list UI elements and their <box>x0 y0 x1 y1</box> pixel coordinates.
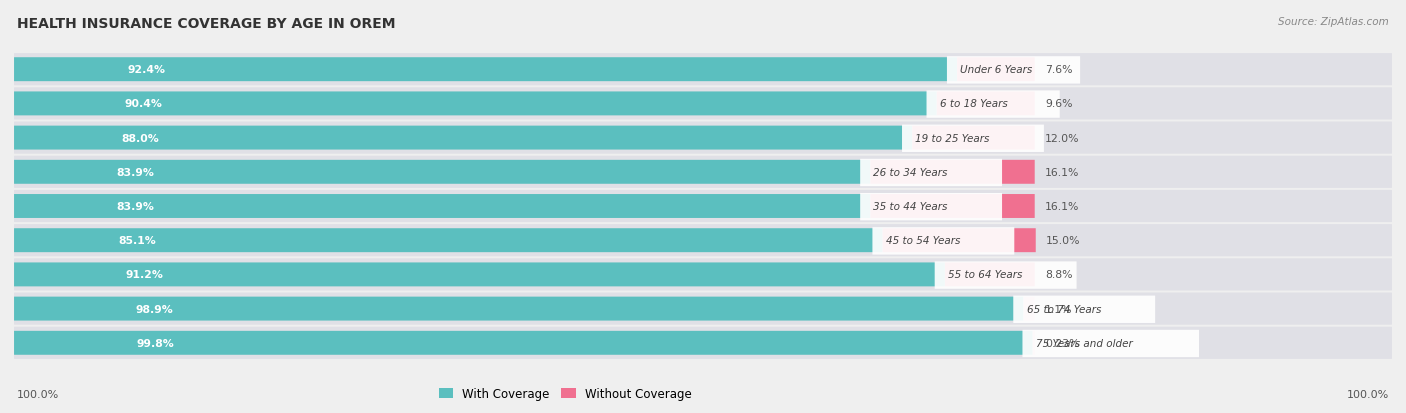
Text: 88.0%: 88.0% <box>122 133 160 143</box>
FancyBboxPatch shape <box>14 263 945 287</box>
FancyBboxPatch shape <box>14 54 1392 86</box>
FancyBboxPatch shape <box>945 263 1035 287</box>
FancyBboxPatch shape <box>1032 331 1035 355</box>
Text: 35 to 44 Years: 35 to 44 Years <box>873 202 948 211</box>
Text: 90.4%: 90.4% <box>125 99 163 109</box>
FancyBboxPatch shape <box>14 225 1392 256</box>
Text: 45 to 54 Years: 45 to 54 Years <box>886 236 960 246</box>
Text: 16.1%: 16.1% <box>1045 167 1080 177</box>
FancyBboxPatch shape <box>14 88 1392 120</box>
FancyBboxPatch shape <box>1022 330 1199 357</box>
FancyBboxPatch shape <box>14 122 1392 154</box>
Text: 19 to 25 Years: 19 to 25 Years <box>915 133 990 143</box>
FancyBboxPatch shape <box>936 92 1035 116</box>
FancyBboxPatch shape <box>14 327 1392 359</box>
FancyBboxPatch shape <box>1024 297 1035 321</box>
FancyBboxPatch shape <box>927 91 1060 119</box>
Text: 83.9%: 83.9% <box>117 202 155 211</box>
FancyBboxPatch shape <box>14 195 870 218</box>
Text: Source: ZipAtlas.com: Source: ZipAtlas.com <box>1278 17 1389 26</box>
FancyBboxPatch shape <box>14 190 1392 223</box>
Text: 16.1%: 16.1% <box>1045 202 1080 211</box>
Text: 9.6%: 9.6% <box>1045 99 1073 109</box>
FancyBboxPatch shape <box>883 229 1036 253</box>
FancyBboxPatch shape <box>14 92 936 116</box>
FancyBboxPatch shape <box>870 160 1035 184</box>
Text: 0.23%: 0.23% <box>1045 338 1080 348</box>
Text: 12.0%: 12.0% <box>1045 133 1080 143</box>
FancyBboxPatch shape <box>14 58 957 82</box>
FancyBboxPatch shape <box>946 57 1080 84</box>
FancyBboxPatch shape <box>903 125 1043 152</box>
FancyBboxPatch shape <box>14 259 1392 291</box>
Text: 85.1%: 85.1% <box>118 236 156 246</box>
FancyBboxPatch shape <box>873 228 1014 255</box>
FancyBboxPatch shape <box>14 331 1032 355</box>
Text: 55 to 64 Years: 55 to 64 Years <box>948 270 1022 280</box>
FancyBboxPatch shape <box>14 157 1392 188</box>
Text: 7.6%: 7.6% <box>1045 65 1073 75</box>
Text: 8.8%: 8.8% <box>1045 270 1073 280</box>
FancyBboxPatch shape <box>14 293 1392 325</box>
Text: 26 to 34 Years: 26 to 34 Years <box>873 167 948 177</box>
FancyBboxPatch shape <box>1014 296 1156 323</box>
FancyBboxPatch shape <box>957 58 1035 82</box>
Legend: With Coverage, Without Coverage: With Coverage, Without Coverage <box>434 382 696 405</box>
Text: 92.4%: 92.4% <box>127 65 166 75</box>
Text: 83.9%: 83.9% <box>117 167 155 177</box>
Text: Under 6 Years: Under 6 Years <box>960 65 1032 75</box>
FancyBboxPatch shape <box>14 297 1024 321</box>
FancyBboxPatch shape <box>935 262 1077 289</box>
Text: 6 to 18 Years: 6 to 18 Years <box>939 99 1008 109</box>
Text: 1.1%: 1.1% <box>1045 304 1073 314</box>
Text: 91.2%: 91.2% <box>125 270 163 280</box>
FancyBboxPatch shape <box>14 229 883 253</box>
FancyBboxPatch shape <box>860 194 1002 221</box>
Text: HEALTH INSURANCE COVERAGE BY AGE IN OREM: HEALTH INSURANCE COVERAGE BY AGE IN OREM <box>17 17 395 31</box>
Text: 15.0%: 15.0% <box>1046 236 1080 246</box>
Text: 75 Years and older: 75 Years and older <box>1036 338 1132 348</box>
Text: 98.9%: 98.9% <box>135 304 173 314</box>
FancyBboxPatch shape <box>912 126 1035 150</box>
FancyBboxPatch shape <box>14 160 870 184</box>
Text: 99.8%: 99.8% <box>136 338 174 348</box>
Text: 100.0%: 100.0% <box>17 389 59 399</box>
FancyBboxPatch shape <box>870 195 1035 218</box>
FancyBboxPatch shape <box>14 126 912 150</box>
Text: 65 to 74 Years: 65 to 74 Years <box>1026 304 1101 314</box>
Text: 100.0%: 100.0% <box>1347 389 1389 399</box>
FancyBboxPatch shape <box>860 159 1002 187</box>
